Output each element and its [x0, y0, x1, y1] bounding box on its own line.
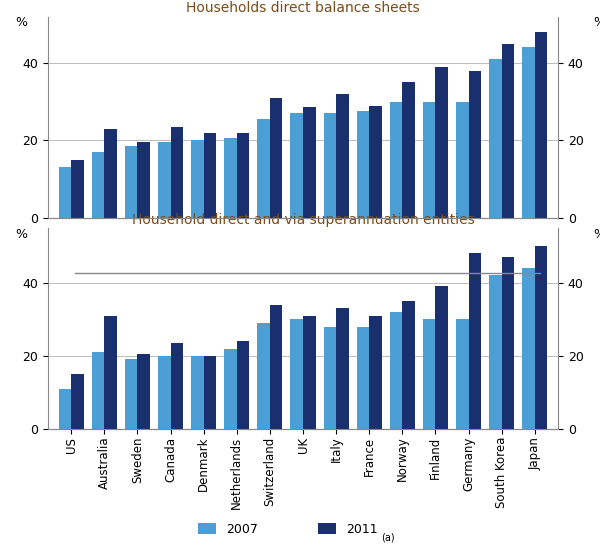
Bar	[469, 254, 481, 429]
Bar	[356, 111, 369, 218]
Bar	[369, 316, 382, 429]
Bar	[170, 127, 183, 218]
Text: %: %	[594, 16, 600, 30]
Bar	[158, 142, 170, 218]
Title: Households direct balance sheets: Households direct balance sheets	[186, 1, 420, 15]
Bar	[125, 146, 137, 218]
Bar	[203, 133, 216, 218]
Bar	[423, 319, 436, 429]
Text: %: %	[594, 228, 600, 241]
Bar	[336, 94, 349, 218]
Bar	[92, 352, 104, 429]
Bar	[137, 354, 150, 429]
Bar	[489, 59, 502, 218]
Bar	[323, 113, 336, 218]
Bar	[522, 47, 535, 218]
Bar	[191, 356, 203, 429]
Text: %: %	[15, 228, 27, 241]
Bar	[303, 316, 316, 429]
Bar	[137, 142, 150, 218]
Bar	[535, 32, 547, 218]
Bar	[290, 113, 303, 218]
Bar	[403, 82, 415, 218]
Bar	[224, 139, 237, 218]
Bar	[104, 129, 117, 218]
Bar	[170, 343, 183, 429]
Bar	[224, 349, 237, 429]
Bar	[390, 312, 403, 429]
Bar	[191, 140, 203, 218]
Bar	[403, 301, 415, 429]
Title: Household direct and via superannuation entities: Household direct and via superannuation …	[131, 213, 475, 227]
Bar	[257, 323, 270, 429]
Bar	[502, 257, 514, 429]
Bar	[535, 246, 547, 429]
Bar	[469, 70, 481, 218]
Bar	[303, 107, 316, 218]
Bar	[456, 102, 469, 218]
Bar	[270, 305, 283, 429]
Bar	[323, 327, 336, 429]
Legend: 2007: 2007	[193, 518, 263, 541]
Bar	[71, 160, 84, 218]
Bar	[436, 287, 448, 429]
Bar	[104, 316, 117, 429]
Bar	[489, 276, 502, 429]
Bar	[125, 360, 137, 429]
Bar	[390, 102, 403, 218]
Bar	[71, 374, 84, 429]
Bar	[270, 98, 283, 218]
Bar	[456, 319, 469, 429]
Bar	[502, 43, 514, 218]
Bar	[369, 106, 382, 218]
Bar	[92, 152, 104, 218]
Bar	[59, 167, 71, 218]
Bar	[59, 389, 71, 429]
Bar	[356, 327, 369, 429]
Bar	[336, 308, 349, 429]
Bar	[290, 319, 303, 429]
Text: %: %	[15, 16, 27, 30]
Bar	[158, 356, 170, 429]
Legend: 2011: 2011	[313, 518, 383, 541]
Bar	[423, 102, 436, 218]
Text: (a): (a)	[381, 532, 395, 542]
Bar	[237, 133, 250, 218]
Bar	[436, 67, 448, 218]
Bar	[237, 341, 250, 429]
Bar	[203, 356, 216, 429]
Bar	[257, 119, 270, 218]
Bar	[522, 268, 535, 429]
